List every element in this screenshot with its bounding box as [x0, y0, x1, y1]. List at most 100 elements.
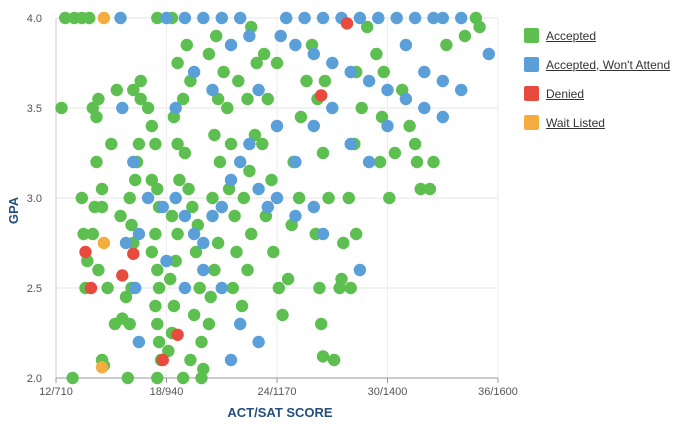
point-accepted[interactable]	[165, 209, 179, 223]
point-wait-listed[interactable]	[97, 11, 111, 25]
point-accepted[interactable]	[151, 11, 164, 25]
point-accepted[interactable]	[292, 191, 306, 205]
point-denied[interactable]	[315, 89, 328, 102]
point-accepted[interactable]	[77, 227, 90, 241]
point-accepted[interactable]	[92, 263, 105, 277]
point-accepted[interactable]	[206, 191, 219, 205]
point-accepted-won-t-attend[interactable]	[280, 11, 293, 25]
point-accepted[interactable]	[228, 209, 241, 223]
point-accepted[interactable]	[178, 146, 192, 160]
point-accepted[interactable]	[423, 182, 437, 196]
point-accepted[interactable]	[90, 155, 103, 169]
point-accepted[interactable]	[88, 200, 101, 214]
point-accepted[interactable]	[55, 101, 68, 115]
point-accepted[interactable]	[151, 263, 164, 277]
point-accepted-won-t-attend[interactable]	[178, 11, 192, 25]
point-accepted-won-t-attend[interactable]	[132, 227, 146, 241]
point-accepted[interactable]	[105, 137, 118, 151]
point-accepted-won-t-attend[interactable]	[381, 119, 394, 133]
point-accepted[interactable]	[344, 281, 357, 295]
point-accepted[interactable]	[327, 353, 341, 367]
point-accepted-won-t-attend[interactable]	[234, 317, 247, 331]
point-accepted-won-t-attend[interactable]	[362, 74, 376, 88]
point-accepted[interactable]	[171, 137, 184, 151]
point-accepted[interactable]	[427, 155, 440, 169]
point-accepted-won-t-attend[interactable]	[436, 74, 449, 88]
legend-item-wait-listed[interactable]: Wait Listed	[524, 115, 670, 130]
point-accepted[interactable]	[243, 164, 256, 178]
point-accepted-won-t-attend[interactable]	[243, 137, 256, 151]
point-accepted-won-t-attend[interactable]	[187, 227, 201, 241]
point-accepted[interactable]	[86, 227, 100, 241]
point-accepted[interactable]	[167, 299, 181, 313]
point-accepted[interactable]	[151, 182, 164, 196]
point-accepted[interactable]	[162, 344, 175, 358]
point-accepted[interactable]	[272, 281, 285, 295]
point-accepted-won-t-attend[interactable]	[482, 47, 495, 61]
point-accepted[interactable]	[241, 92, 254, 106]
point-accepted[interactable]	[315, 317, 328, 331]
point-accepted[interactable]	[169, 254, 182, 268]
point-accepted[interactable]	[237, 191, 250, 205]
point-accepted-won-t-attend[interactable]	[178, 209, 192, 223]
point-accepted[interactable]	[410, 155, 424, 169]
point-accepted[interactable]	[75, 191, 89, 205]
point-accepted[interactable]	[123, 317, 136, 331]
point-accepted[interactable]	[208, 263, 221, 277]
point-accepted[interactable]	[313, 281, 326, 295]
point-accepted[interactable]	[210, 29, 223, 43]
point-accepted-won-t-attend[interactable]	[344, 65, 357, 79]
point-accepted-won-t-attend[interactable]	[326, 56, 339, 70]
point-accepted[interactable]	[152, 335, 166, 349]
point-accepted-won-t-attend[interactable]	[215, 200, 228, 214]
point-accepted-won-t-attend[interactable]	[316, 227, 330, 241]
point-accepted[interactable]	[134, 74, 147, 88]
point-denied[interactable]	[156, 353, 169, 367]
point-accepted-won-t-attend[interactable]	[119, 236, 133, 250]
point-accepted-won-t-attend[interactable]	[252, 83, 265, 97]
point-accepted[interactable]	[388, 146, 402, 160]
point-wait-listed[interactable]	[95, 361, 109, 374]
point-accepted-won-t-attend[interactable]	[169, 101, 182, 115]
point-accepted[interactable]	[66, 371, 79, 385]
point-accepted-won-t-attend[interactable]	[390, 11, 403, 25]
point-accepted[interactable]	[90, 110, 103, 124]
point-accepted-won-t-attend[interactable]	[129, 281, 142, 295]
point-accepted[interactable]	[257, 47, 271, 61]
point-accepted-won-t-attend[interactable]	[418, 101, 431, 115]
legend-item-denied[interactable]: Denied	[524, 86, 670, 101]
point-accepted[interactable]	[149, 227, 162, 241]
point-accepted[interactable]	[373, 155, 387, 169]
point-accepted-won-t-attend[interactable]	[289, 38, 302, 52]
point-accepted-won-t-attend[interactable]	[353, 11, 367, 25]
point-accepted[interactable]	[176, 371, 190, 385]
point-accepted-won-t-attend[interactable]	[243, 29, 256, 43]
point-accepted[interactable]	[184, 353, 197, 367]
point-accepted-won-t-attend[interactable]	[197, 263, 210, 277]
point-accepted-won-t-attend[interactable]	[261, 200, 274, 214]
point-accepted-won-t-attend[interactable]	[160, 11, 173, 25]
point-accepted[interactable]	[256, 137, 269, 151]
point-accepted-won-t-attend[interactable]	[408, 11, 422, 25]
point-accepted-won-t-attend[interactable]	[270, 119, 284, 133]
point-accepted-won-t-attend[interactable]	[224, 38, 238, 52]
point-accepted-won-t-attend[interactable]	[455, 83, 468, 97]
point-accepted[interactable]	[335, 272, 348, 286]
point-wait-listed[interactable]	[97, 236, 111, 250]
point-accepted[interactable]	[176, 92, 190, 106]
point-accepted[interactable]	[267, 245, 280, 259]
point-accepted[interactable]	[110, 83, 124, 97]
point-accepted[interactable]	[202, 317, 216, 331]
point-accepted[interactable]	[250, 56, 263, 70]
point-accepted[interactable]	[152, 281, 166, 295]
point-accepted[interactable]	[164, 272, 177, 286]
point-accepted-won-t-attend[interactable]	[399, 92, 413, 106]
point-accepted[interactable]	[171, 227, 184, 241]
point-accepted[interactable]	[248, 128, 262, 142]
point-accepted[interactable]	[261, 92, 274, 106]
point-accepted-won-t-attend[interactable]	[224, 173, 238, 187]
point-accepted-won-t-attend[interactable]	[307, 200, 320, 214]
point-accepted-won-t-attend[interactable]	[307, 119, 320, 133]
point-accepted[interactable]	[211, 236, 225, 250]
point-accepted[interactable]	[127, 83, 140, 97]
